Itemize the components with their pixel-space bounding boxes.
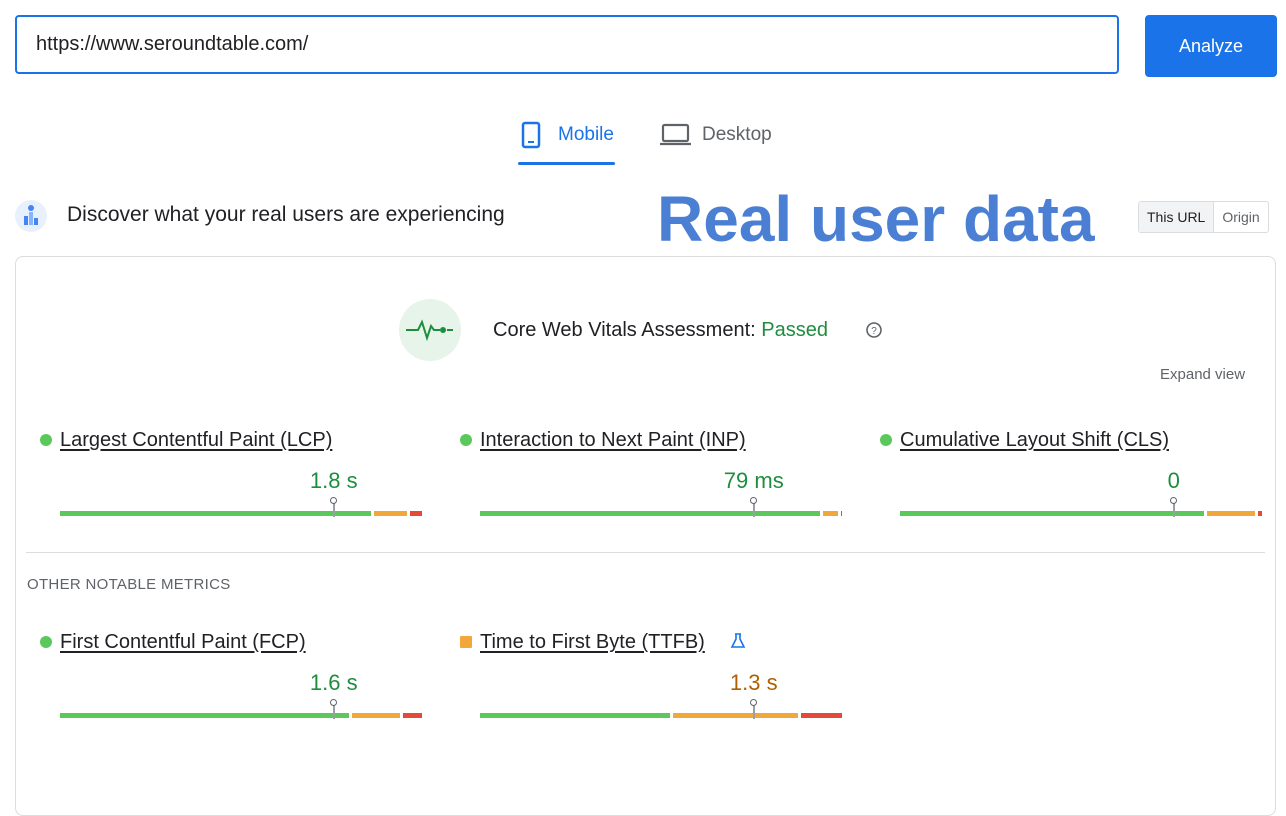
tab-indicator (518, 162, 615, 165)
desktop-icon (660, 123, 691, 146)
page: https://www.seroundtable.com/ Analyze Mo… (15, 15, 1277, 816)
p75-marker-dot (329, 699, 337, 706)
p75-marker-line (1172, 503, 1175, 517)
metric-name[interactable]: Interaction to Next Paint (INP) (480, 429, 746, 451)
p75-marker-line (332, 705, 335, 719)
assessment: Core Web Vitals Assessment: Passed (493, 317, 828, 343)
section-title: Discover what your real users are experi… (67, 203, 505, 226)
experimental-icon (730, 633, 746, 648)
status-indicator (40, 636, 52, 648)
crux-icon (15, 200, 47, 232)
help-icon[interactable]: ? (865, 321, 883, 339)
overlay-caption: Real user data (657, 183, 1095, 255)
assessment-result: Passed (761, 319, 828, 341)
p75-marker-line (752, 705, 755, 719)
distribution-segment (352, 713, 401, 718)
metric-value: 1.8 s (309, 468, 358, 493)
cwv-icon (399, 299, 461, 361)
metric-name[interactable]: First Contentful Paint (FCP) (60, 631, 306, 653)
distribution-segment (841, 511, 843, 516)
distribution-segment (673, 713, 799, 718)
section-heading: OTHER NOTABLE METRICS (27, 576, 231, 593)
metric-name[interactable]: Largest Contentful Paint (LCP) (60, 429, 333, 451)
divider (26, 552, 1265, 553)
distribution-segment (60, 713, 349, 718)
metric-value: 1.6 s (309, 670, 358, 695)
p75-marker-dot (749, 699, 757, 706)
distribution-segment (1257, 511, 1262, 516)
status-indicator (880, 434, 892, 446)
expand-link[interactable]: Expand view (1160, 366, 1246, 383)
distribution-segment (900, 511, 1204, 516)
status-indicator (40, 434, 52, 446)
svg-text:?: ? (871, 326, 877, 337)
status-indicator (460, 636, 472, 648)
metric-value: 1.3 s (729, 670, 778, 695)
analyze-button[interactable]: Analyze (1145, 15, 1277, 77)
mobile-icon (521, 121, 541, 149)
metric-value: 0 (1167, 468, 1180, 493)
distribution-segment (801, 713, 842, 718)
metric-value: 79 ms (723, 468, 784, 493)
distribution-segment (1206, 511, 1255, 516)
distribution-segment (480, 713, 671, 718)
tab[interactable]: Desktop (702, 124, 772, 145)
scope-toggle: This URL Origin (1138, 201, 1269, 233)
toggle-option[interactable]: This URL (1139, 202, 1215, 232)
distribution-segment (373, 511, 408, 516)
toggle-option[interactable]: Origin (1222, 209, 1260, 225)
distribution-segment (403, 713, 422, 718)
metric-name[interactable]: Cumulative Layout Shift (CLS) (900, 429, 1170, 451)
distribution-segment (410, 511, 422, 516)
p75-marker-line (332, 503, 335, 517)
url-input[interactable]: https://www.seroundtable.com/ (15, 15, 1119, 74)
assessment-label: Core Web Vitals Assessment: (493, 319, 756, 341)
distribution-segment (823, 511, 839, 516)
p75-marker-dot (1169, 497, 1177, 504)
distribution-segment (60, 511, 371, 516)
distribution-segment (480, 511, 821, 516)
p75-marker-dot (749, 497, 757, 504)
status-indicator (460, 434, 472, 446)
p75-marker-dot (329, 497, 337, 504)
p75-marker-line (752, 503, 755, 517)
tab[interactable]: Mobile (558, 124, 614, 145)
metric-name[interactable]: Time to First Byte (TTFB) (480, 631, 705, 653)
